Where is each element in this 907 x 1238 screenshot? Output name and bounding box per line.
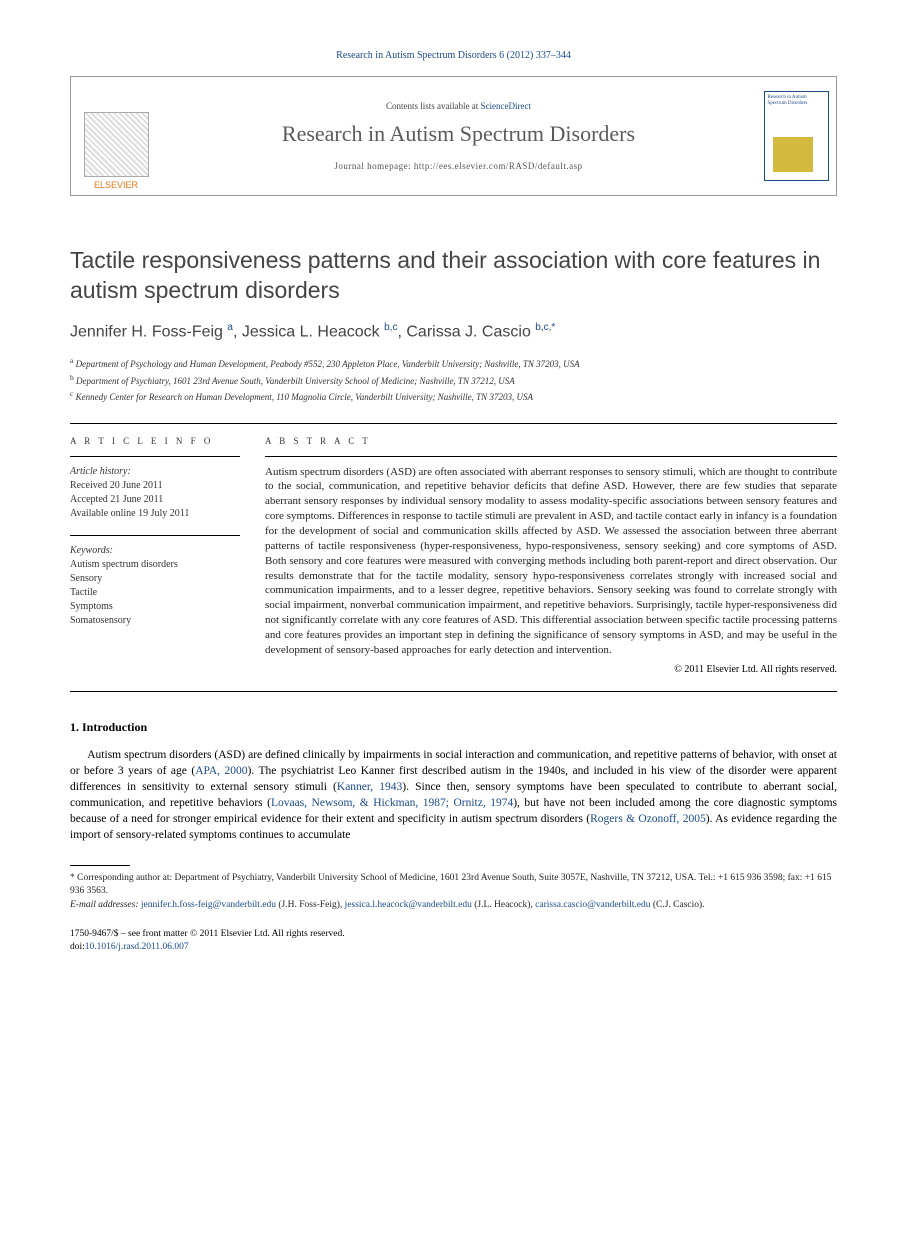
publisher-label: ELSEVIER [94,180,138,190]
affiliations: a Department of Psychology and Human Dev… [70,355,837,405]
sciencedirect-link[interactable]: ScienceDirect [481,101,531,111]
email-label: E-mail addresses: [70,900,141,910]
cover-title: Research in Autism Spectrum Disorders [768,95,825,106]
history-accepted: Accepted 21 June 2011 [70,493,240,507]
page-container: Research in Autism Spectrum Disorders 6 … [0,0,907,995]
intro-paragraph-1: Autism spectrum disorders (ASD) are defi… [70,747,837,844]
contents-prefix: Contents lists available at [386,101,480,111]
divider-bottom [70,691,837,692]
email-link[interactable]: jennifer.h.foss-feig@vanderbilt.edu [141,900,276,910]
author-list: Jennifer H. Foss-Feig a, Jessica L. Heac… [70,322,837,341]
cover-gold-block [773,137,813,172]
contents-available-line: Contents lists available at ScienceDirec… [386,101,531,111]
ref-lovaas-ornitz[interactable]: Lovaas, Newsom, & Hickman, 1987; Ornitz,… [271,797,513,809]
keywords-list: Autism spectrum disordersSensoryTactileS… [70,558,240,628]
ref-kanner-1943[interactable]: Kanner, 1943 [337,781,402,793]
abstract-copyright: © 2011 Elsevier Ltd. All rights reserved… [265,664,837,675]
footnotes: * Corresponding author at: Department of… [70,872,837,912]
journal-name: Research in Autism Spectrum Disorders [282,121,635,147]
publisher-logo-box: ELSEVIER [71,77,161,195]
history-received: Received 20 June 2011 [70,479,240,493]
info-abstract-row: A R T I C L E I N F O Article history: R… [70,424,837,691]
email-addresses-line: E-mail addresses: jennifer.h.foss-feig@v… [70,899,837,912]
journal-homepage: Journal homepage: http://ees.elsevier.co… [334,161,582,171]
article-history-block: Article history: Received 20 June 2011 A… [70,465,240,521]
citation-line: Research in Autism Spectrum Disorders 6 … [70,50,837,61]
footnote-separator [70,865,130,866]
article-title: Tactile responsiveness patterns and thei… [70,246,837,306]
info-divider-2 [70,535,240,536]
page-footer: 1750-9467/$ – see front matter © 2011 El… [70,928,837,955]
doi-link[interactable]: 10.1016/j.rasd.2011.06.007 [85,942,189,952]
ref-rogers-ozonoff[interactable]: Rogers & Ozonoff, 2005 [590,813,706,825]
abstract-column: A B S T R A C T Autism spectrum disorder… [265,436,837,675]
section-1-heading: 1. Introduction [70,720,837,735]
article-info-heading: A R T I C L E I N F O [70,436,240,446]
journal-cover-box: Research in Autism Spectrum Disorders [756,77,836,195]
front-matter-line: 1750-9467/$ – see front matter © 2011 El… [70,928,837,941]
keywords-head: Keywords: [70,544,240,558]
article-info-column: A R T I C L E I N F O Article history: R… [70,436,240,675]
doi-line: doi:10.1016/j.rasd.2011.06.007 [70,941,837,954]
abstract-text: Autism spectrum disorders (ASD) are ofte… [265,465,837,658]
elsevier-tree-icon [84,112,149,177]
history-head: Article history: [70,465,240,479]
header-center: Contents lists available at ScienceDirec… [161,77,756,195]
abstract-divider [265,456,837,457]
abstract-heading: A B S T R A C T [265,436,837,446]
info-divider-1 [70,456,240,457]
journal-header: ELSEVIER Contents lists available at Sci… [70,76,837,196]
keywords-block: Keywords: Autism spectrum disordersSenso… [70,544,240,628]
ref-apa-2000[interactable]: APA, 2000 [195,765,247,777]
doi-label: doi: [70,942,85,952]
journal-cover-thumb: Research in Autism Spectrum Disorders [764,91,829,181]
email-link[interactable]: carissa.cascio@vanderbilt.edu [535,900,650,910]
history-online: Available online 19 July 2011 [70,507,240,521]
email-link[interactable]: jessica.l.heacock@vanderbilt.edu [345,900,472,910]
corresponding-author-note: * Corresponding author at: Department of… [70,872,837,899]
